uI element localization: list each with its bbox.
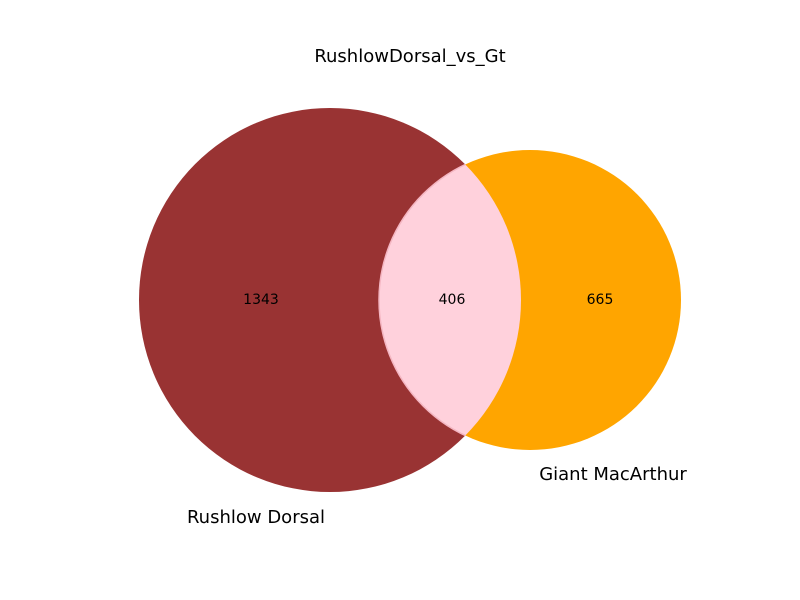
set-b-label: Giant MacArthur <box>539 464 687 485</box>
intersection-count: 406 <box>439 292 466 308</box>
intersection-region <box>378 149 521 451</box>
set-b-only-count: 665 <box>587 292 614 308</box>
set-a-only-count: 1343 <box>243 292 279 308</box>
diagram-title: RushlowDorsal_vs_Gt <box>314 46 505 67</box>
set-a-label: Rushlow Dorsal <box>187 507 325 528</box>
